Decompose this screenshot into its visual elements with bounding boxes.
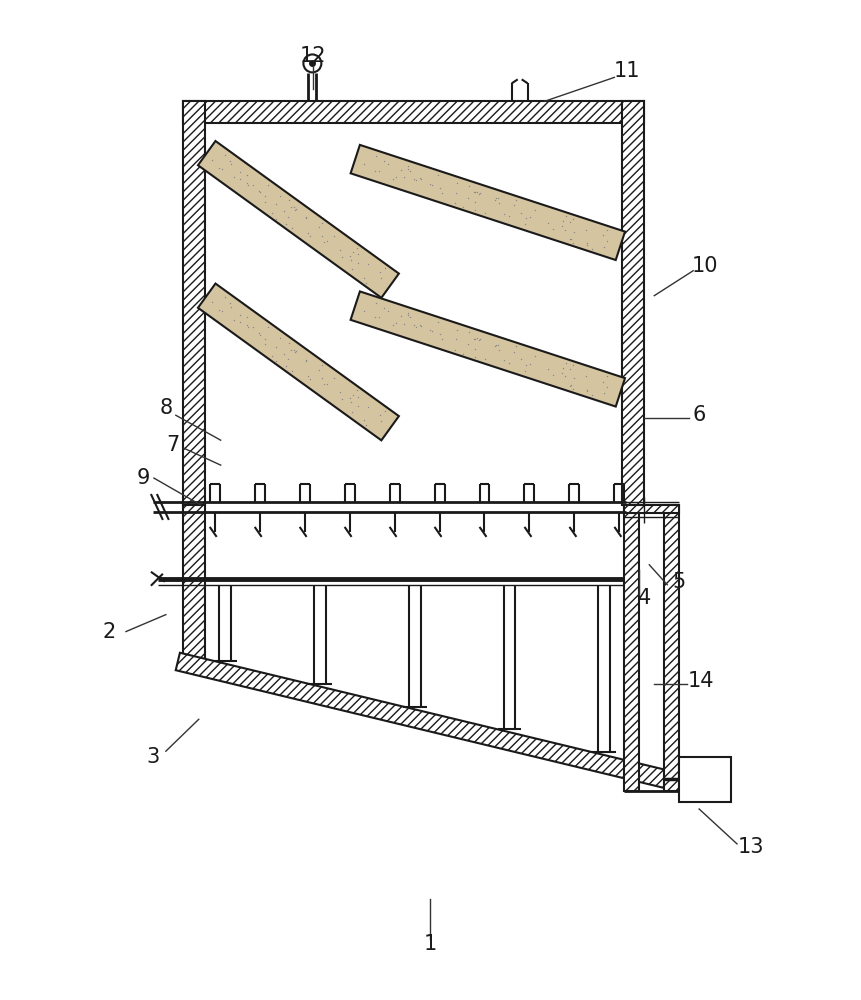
- Polygon shape: [622, 101, 643, 505]
- Polygon shape: [198, 141, 399, 298]
- Text: 4: 4: [637, 588, 650, 608]
- Text: 11: 11: [613, 61, 640, 81]
- Polygon shape: [664, 505, 678, 791]
- Text: 10: 10: [691, 256, 717, 276]
- Polygon shape: [623, 505, 639, 791]
- Polygon shape: [350, 145, 624, 260]
- Text: 8: 8: [159, 398, 172, 418]
- Polygon shape: [183, 101, 205, 505]
- Text: 2: 2: [102, 622, 115, 642]
- Bar: [678, 757, 730, 802]
- Text: 1: 1: [423, 934, 437, 954]
- Polygon shape: [350, 291, 624, 407]
- Text: 14: 14: [687, 671, 714, 691]
- Text: 12: 12: [300, 46, 326, 66]
- Text: 3: 3: [146, 747, 159, 767]
- Polygon shape: [176, 653, 709, 798]
- Text: 5: 5: [672, 572, 685, 592]
- Text: 9: 9: [136, 468, 150, 488]
- Polygon shape: [183, 101, 643, 123]
- Polygon shape: [198, 284, 399, 440]
- Text: 7: 7: [166, 435, 179, 455]
- Text: 6: 6: [691, 405, 705, 425]
- Polygon shape: [183, 505, 205, 659]
- Text: 13: 13: [737, 837, 764, 857]
- Polygon shape: [623, 505, 678, 513]
